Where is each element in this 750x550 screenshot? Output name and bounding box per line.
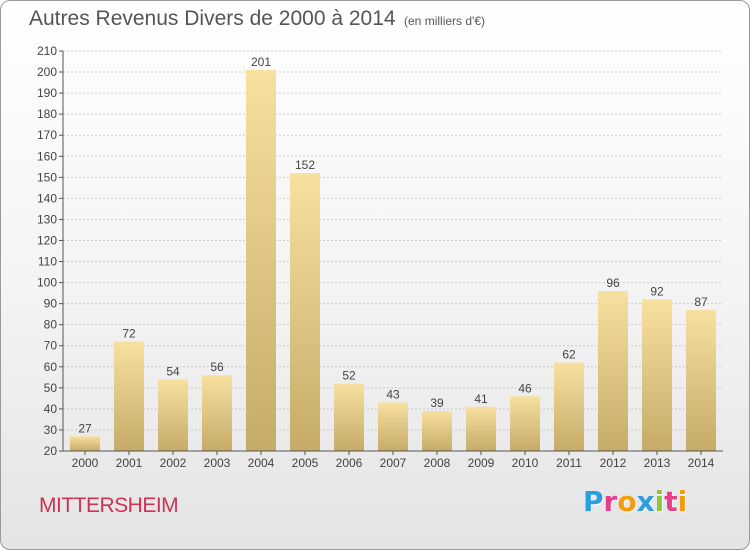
y-tick-label: 200	[37, 65, 57, 79]
x-tick-label: 2013	[644, 456, 671, 470]
y-tick-label: 150	[37, 170, 57, 184]
bar-2014	[686, 309, 716, 451]
value-label: 152	[295, 158, 315, 172]
x-tick-label: 2008	[424, 456, 451, 470]
y-tick-label: 70	[44, 339, 58, 353]
y-tick-label: 60	[44, 360, 58, 374]
logo-letter: r	[603, 485, 618, 518]
logo-letter: i	[677, 485, 688, 518]
value-label: 46	[518, 381, 532, 395]
y-tick-label: 80	[44, 318, 58, 332]
bar-2001	[114, 341, 144, 451]
y-tick-label: 160	[37, 149, 57, 163]
bar-2002	[158, 379, 188, 451]
commune-name: MITTERSHEIM	[39, 494, 179, 517]
value-label: 27	[78, 421, 92, 435]
x-tick-label: 2005	[292, 456, 319, 470]
y-tick-label: 90	[44, 297, 58, 311]
logo-letter: o	[617, 485, 637, 518]
y-tick-label: 100	[37, 276, 57, 290]
y-tick-label: 210	[37, 44, 57, 58]
logo-letter: t	[664, 485, 678, 518]
x-tick-label: 2000	[72, 456, 99, 470]
logo-letter: i	[654, 485, 665, 518]
x-tick-label: 2010	[512, 456, 539, 470]
value-label: 92	[650, 284, 664, 298]
y-tick-label: 140	[37, 191, 57, 205]
bar-2003	[202, 375, 232, 451]
x-tick-label: 2001	[116, 456, 143, 470]
value-label: 39	[430, 396, 444, 410]
y-tick-label: 180	[37, 107, 57, 121]
value-label: 62	[562, 348, 576, 362]
x-tick-label: 2014	[688, 456, 715, 470]
bar-2010	[510, 396, 540, 451]
value-label: 87	[694, 295, 708, 309]
x-tick-label: 2004	[248, 456, 275, 470]
value-label: 201	[251, 55, 271, 69]
bar-2007	[378, 402, 408, 451]
value-label: 41	[474, 392, 488, 406]
value-label: 54	[166, 364, 180, 378]
x-tick-label: 2009	[468, 456, 495, 470]
x-tick-label: 2007	[380, 456, 407, 470]
proxiti-logo[interactable]: Proxiti	[583, 485, 687, 518]
bars	[70, 69, 716, 452]
y-tick-label: 190	[37, 86, 57, 100]
logo-letter: x	[636, 485, 655, 518]
bar-2011	[554, 362, 584, 451]
value-label: 43	[386, 388, 400, 402]
bar-2000	[70, 436, 100, 451]
labels: 20 30 40 50 60 70 80 90 100 110 120 130 140 150 160 170…	[37, 44, 715, 470]
axes	[59, 50, 723, 455]
bar-2006	[334, 383, 364, 451]
chart-subtitle: (en milliers d'€)	[404, 14, 485, 28]
bar-2013	[642, 299, 672, 451]
x-tick-label: 2012	[600, 456, 627, 470]
y-tick-label: 40	[44, 402, 58, 416]
y-tick-label: 110	[38, 255, 57, 269]
y-tick-label: 120	[37, 233, 57, 247]
title-row: Autres Revenus Divers de 2000 à 2014 (en…	[29, 7, 485, 31]
y-tick-label: 30	[44, 423, 58, 437]
y-tick-label: 170	[37, 128, 57, 142]
y-tick-label: 50	[44, 381, 58, 395]
x-tick-label: 2011	[556, 456, 582, 470]
y-tick-label: 20	[44, 444, 58, 458]
value-label: 56	[210, 360, 224, 374]
bar-2009	[466, 406, 496, 451]
x-tick-label: 2002	[160, 456, 187, 470]
chart-title: Autres Revenus Divers de 2000 à 2014	[29, 7, 396, 30]
bar-2008	[422, 411, 452, 451]
bar-2004	[246, 69, 276, 452]
bar-2005	[290, 173, 320, 451]
x-tick-label: 2006	[336, 456, 363, 470]
y-tick-label: 130	[37, 212, 57, 226]
x-tick-label: 2003	[204, 456, 231, 470]
logo-letter: P	[583, 485, 604, 518]
value-label: 72	[122, 327, 136, 341]
bar-2012	[598, 291, 628, 451]
value-label: 96	[606, 276, 620, 290]
value-label: 52	[342, 369, 356, 383]
